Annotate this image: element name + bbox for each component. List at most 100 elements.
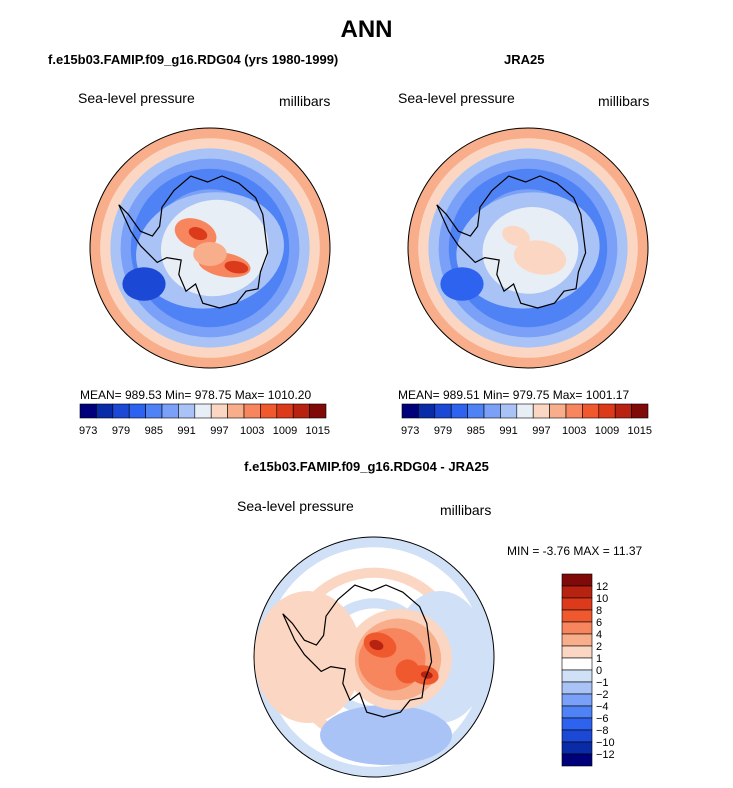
colorbar-swatch xyxy=(561,597,593,611)
colorbar-tick-label: 2 xyxy=(596,641,602,653)
colorbar-tick-label: 979 xyxy=(112,425,130,437)
colorbar-swatch xyxy=(598,403,616,419)
panel-1-map xyxy=(89,127,331,369)
colorbar-swatch xyxy=(500,403,518,419)
colorbar-swatch xyxy=(161,403,179,419)
panel-3-variable-label: Sea-level pressure xyxy=(237,498,354,514)
colorbar-swatch xyxy=(561,729,593,743)
colorbar-tick-label: 985 xyxy=(467,425,485,437)
map-blob xyxy=(369,639,384,651)
panel-3-units-label: millibars xyxy=(440,502,492,518)
colorbar-tick-label: 1003 xyxy=(240,425,264,437)
map-blob xyxy=(513,240,567,275)
colorbar-swatch xyxy=(561,585,593,599)
panel-3-map xyxy=(253,536,495,778)
colorbar-tick-label: 1009 xyxy=(273,425,297,437)
colorbar-tick-label: 1003 xyxy=(562,425,586,437)
colorbar-swatch xyxy=(128,403,146,419)
colorbar-swatch xyxy=(483,403,501,419)
colorbar-swatch xyxy=(561,645,593,659)
colorbar-tick-label: 1 xyxy=(596,653,602,665)
panel-3-title: f.e15b03.FAMIP.f09_g16.RDG04 - JRA25 xyxy=(244,459,489,474)
colorbar-swatch xyxy=(565,403,583,419)
map-field xyxy=(90,128,330,368)
coastline xyxy=(118,175,269,309)
colorbar-swatch xyxy=(561,693,593,707)
map-field xyxy=(408,128,648,368)
colorbar-swatch xyxy=(561,573,593,587)
colorbar-tick-label: 12 xyxy=(596,581,608,593)
map-blob xyxy=(188,227,208,241)
colorbar-tick-label: 997 xyxy=(210,425,228,437)
colorbar-tick-label: 1009 xyxy=(595,425,619,437)
colorbar-tick-label: 973 xyxy=(401,425,419,437)
colorbar-swatch xyxy=(561,717,593,731)
map-blob xyxy=(254,591,362,723)
colorbar-swatch xyxy=(549,403,567,419)
colorbar-swatch xyxy=(561,609,593,623)
map-blob xyxy=(395,659,420,684)
colorbar-swatch xyxy=(210,403,228,419)
panel-1-units-label: millibars xyxy=(279,93,331,109)
coastline xyxy=(436,175,587,309)
colorbar-swatch xyxy=(260,403,278,419)
colorbar-swatch xyxy=(561,621,593,635)
colorbar-swatch xyxy=(96,403,114,419)
colorbar-swatch xyxy=(243,403,261,419)
panel-1-variable-label: Sea-level pressure xyxy=(78,90,195,106)
colorbar-swatch xyxy=(532,403,550,419)
colorbar-tick-label: −4 xyxy=(596,701,609,713)
colorbar-tick-label: −2 xyxy=(596,689,609,701)
colorbar-swatch xyxy=(401,403,419,419)
colorbar-tick-label: 6 xyxy=(596,617,602,629)
colorbar-swatch xyxy=(79,403,97,419)
map-boundary xyxy=(89,127,331,369)
panel-2-colorbar: 973 979 985 991 997 1003 1009 1015 xyxy=(401,403,652,437)
colorbar-tick-label: 1015 xyxy=(306,425,330,437)
colorbar-swatch xyxy=(561,633,593,647)
colorbar-tick-label: 991 xyxy=(499,425,517,437)
colorbar-tick-label: 4 xyxy=(596,629,602,641)
colorbar-tick-label: 973 xyxy=(79,425,97,437)
colorbar-tick-label: −6 xyxy=(596,713,609,725)
colorbar-swatch xyxy=(309,403,327,419)
main-title: ANN xyxy=(340,16,393,43)
map-field xyxy=(254,537,494,777)
colorbar-swatch xyxy=(227,403,245,419)
map-blob xyxy=(122,267,166,301)
map-boundary xyxy=(407,127,649,369)
colorbar-swatch xyxy=(145,403,163,419)
coastline xyxy=(282,584,433,718)
map-blob xyxy=(440,267,484,301)
colorbar-swatch xyxy=(582,403,600,419)
colorbar-swatch xyxy=(561,741,593,755)
colorbar-swatch xyxy=(561,657,593,671)
colorbar-tick-label: 1015 xyxy=(628,425,652,437)
panel-2-variable-label: Sea-level pressure xyxy=(398,90,515,106)
colorbar-tick-label: 979 xyxy=(434,425,452,437)
colorbar-swatch xyxy=(194,403,212,419)
colorbar-tick-label: 0 xyxy=(596,665,602,677)
colorbar-tick-label: −10 xyxy=(596,737,615,749)
colorbar-tick-label: −1 xyxy=(596,677,609,689)
colorbar-swatch xyxy=(418,403,436,419)
colorbar-tick-label: 10 xyxy=(596,593,608,605)
colorbar-swatch xyxy=(631,403,649,419)
colorbar-swatch xyxy=(516,403,534,419)
panel-3-stats: MIN = -3.76 MAX = 11.37 xyxy=(507,544,643,558)
panel-2-title: JRA25 xyxy=(504,52,545,67)
panel-2-units-label: millibars xyxy=(598,93,650,109)
colorbar-tick-label: 8 xyxy=(596,605,602,617)
map-boundary xyxy=(253,536,495,778)
colorbar-swatch xyxy=(561,753,593,767)
colorbar-tick-label: 985 xyxy=(145,425,163,437)
panel-1-stats: MEAN= 989.53 Min= 978.75 Max= 1010.20 xyxy=(80,388,312,402)
colorbar-swatch xyxy=(561,705,593,719)
colorbar-swatch xyxy=(434,403,452,419)
map-blob xyxy=(320,705,452,765)
colorbar-tick-label: 991 xyxy=(177,425,195,437)
colorbar-swatch xyxy=(178,403,196,419)
colorbar-tick-label: −8 xyxy=(596,725,609,737)
colorbar-swatch xyxy=(467,403,485,419)
colorbar-swatch xyxy=(614,403,632,419)
